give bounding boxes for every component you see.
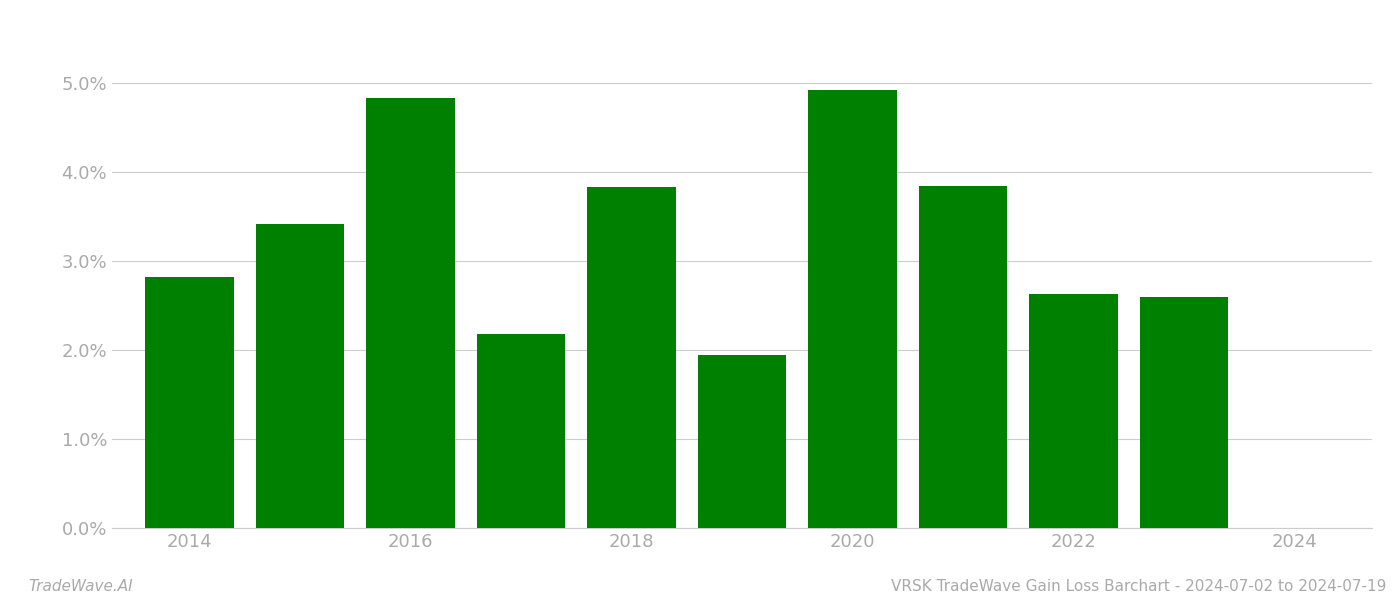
Bar: [146, 277, 234, 528]
Bar: [1029, 294, 1117, 528]
Bar: [587, 187, 676, 528]
Text: TradeWave.AI: TradeWave.AI: [28, 579, 133, 594]
Text: VRSK TradeWave Gain Loss Barchart - 2024-07-02 to 2024-07-19: VRSK TradeWave Gain Loss Barchart - 2024…: [890, 579, 1386, 594]
Bar: [256, 224, 344, 528]
Bar: [1140, 297, 1228, 528]
Bar: [697, 355, 787, 528]
Bar: [808, 89, 897, 528]
Bar: [918, 185, 1007, 528]
Bar: [477, 334, 566, 528]
Bar: [367, 98, 455, 528]
